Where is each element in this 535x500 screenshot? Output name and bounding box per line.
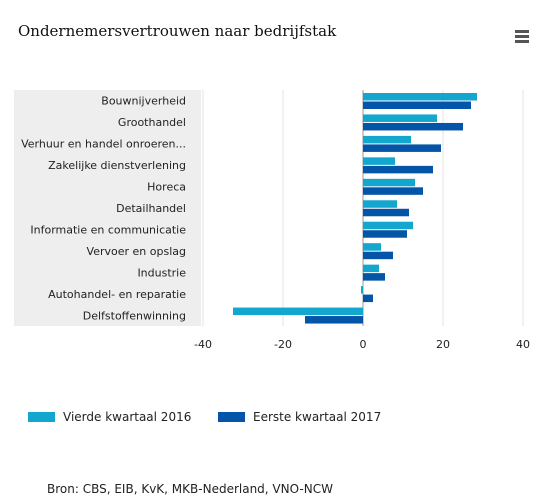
bar-series-1[interactable] bbox=[363, 200, 397, 208]
bar-series-1[interactable] bbox=[363, 114, 437, 122]
bar-series-1[interactable] bbox=[361, 286, 363, 294]
bars bbox=[233, 93, 477, 324]
legend-label: Eerste kwartaal 2017 bbox=[253, 410, 382, 424]
chart-title: Ondernemersvertrouwen naar bedrijfstak bbox=[18, 22, 337, 40]
legend-item-series-1[interactable]: Vierde kwartaal 2016 bbox=[28, 410, 191, 424]
hamburger-menu-icon[interactable] bbox=[515, 30, 529, 43]
bar-series-1[interactable] bbox=[233, 307, 363, 316]
bar-series-1[interactable] bbox=[363, 135, 411, 144]
legend-swatch bbox=[28, 412, 55, 422]
category-label: Informatie en communicatie bbox=[30, 223, 186, 236]
x-tick-labels: -40 -20 0 20 40 bbox=[194, 338, 530, 351]
bar-series-2[interactable] bbox=[363, 144, 441, 152]
category-label: Bouwnijverheid bbox=[101, 95, 186, 108]
category-labels: Bouwnijverheid Groothandel Verhuur en hand… bbox=[21, 95, 186, 323]
bar-series-2[interactable] bbox=[363, 251, 393, 260]
x-tick-label: -20 bbox=[274, 338, 292, 351]
bar-series-2[interactable] bbox=[363, 101, 471, 110]
bar-series-1[interactable] bbox=[363, 157, 395, 165]
category-label: Horeca bbox=[147, 181, 186, 194]
category-label: Groothandel bbox=[118, 116, 186, 129]
category-label: Autohandel- en reparatie bbox=[48, 288, 186, 301]
source-note: Bron: CBS, EIB, KvK, MKB-Nederland, VNO-… bbox=[47, 482, 333, 496]
bar-series-2[interactable] bbox=[363, 122, 463, 131]
category-label: Zakelijke dienstverlening bbox=[48, 159, 186, 172]
legend-label: Vierde kwartaal 2016 bbox=[63, 410, 192, 424]
x-tick-label: 40 bbox=[516, 338, 530, 351]
x-tick-label: 0 bbox=[360, 338, 367, 351]
bar-series-2[interactable] bbox=[363, 294, 373, 303]
bar-series-1[interactable] bbox=[363, 93, 477, 101]
bar-series-1[interactable] bbox=[363, 243, 381, 251]
bar-series-1[interactable] bbox=[363, 221, 413, 230]
bar-series-2[interactable] bbox=[363, 208, 409, 217]
bar-series-2[interactable] bbox=[305, 316, 363, 324]
category-label: Delfstoffenwinning bbox=[83, 309, 186, 322]
bar-series-2[interactable] bbox=[363, 187, 423, 195]
x-tick-label: 20 bbox=[436, 338, 450, 351]
bar-series-2[interactable] bbox=[363, 273, 385, 281]
bar-series-2[interactable] bbox=[363, 165, 433, 174]
bar-series-2[interactable] bbox=[363, 230, 407, 238]
category-label: Industrie bbox=[137, 266, 186, 279]
category-label: Detailhandel bbox=[116, 202, 186, 215]
legend-item-series-2[interactable]: Eerste kwartaal 2017 bbox=[218, 410, 381, 424]
bar-series-1[interactable] bbox=[363, 178, 415, 187]
bar-chart: Bouwnijverheid Groothandel Verhuur en hand… bbox=[14, 90, 530, 351]
category-label: Verhuur en handel onroeren... bbox=[21, 138, 186, 151]
x-tick-label: -40 bbox=[194, 338, 212, 351]
category-label: Vervoer en opslag bbox=[87, 245, 186, 258]
bar-series-1[interactable] bbox=[363, 264, 379, 273]
category-band bbox=[14, 90, 201, 326]
legend-swatch bbox=[218, 412, 245, 422]
